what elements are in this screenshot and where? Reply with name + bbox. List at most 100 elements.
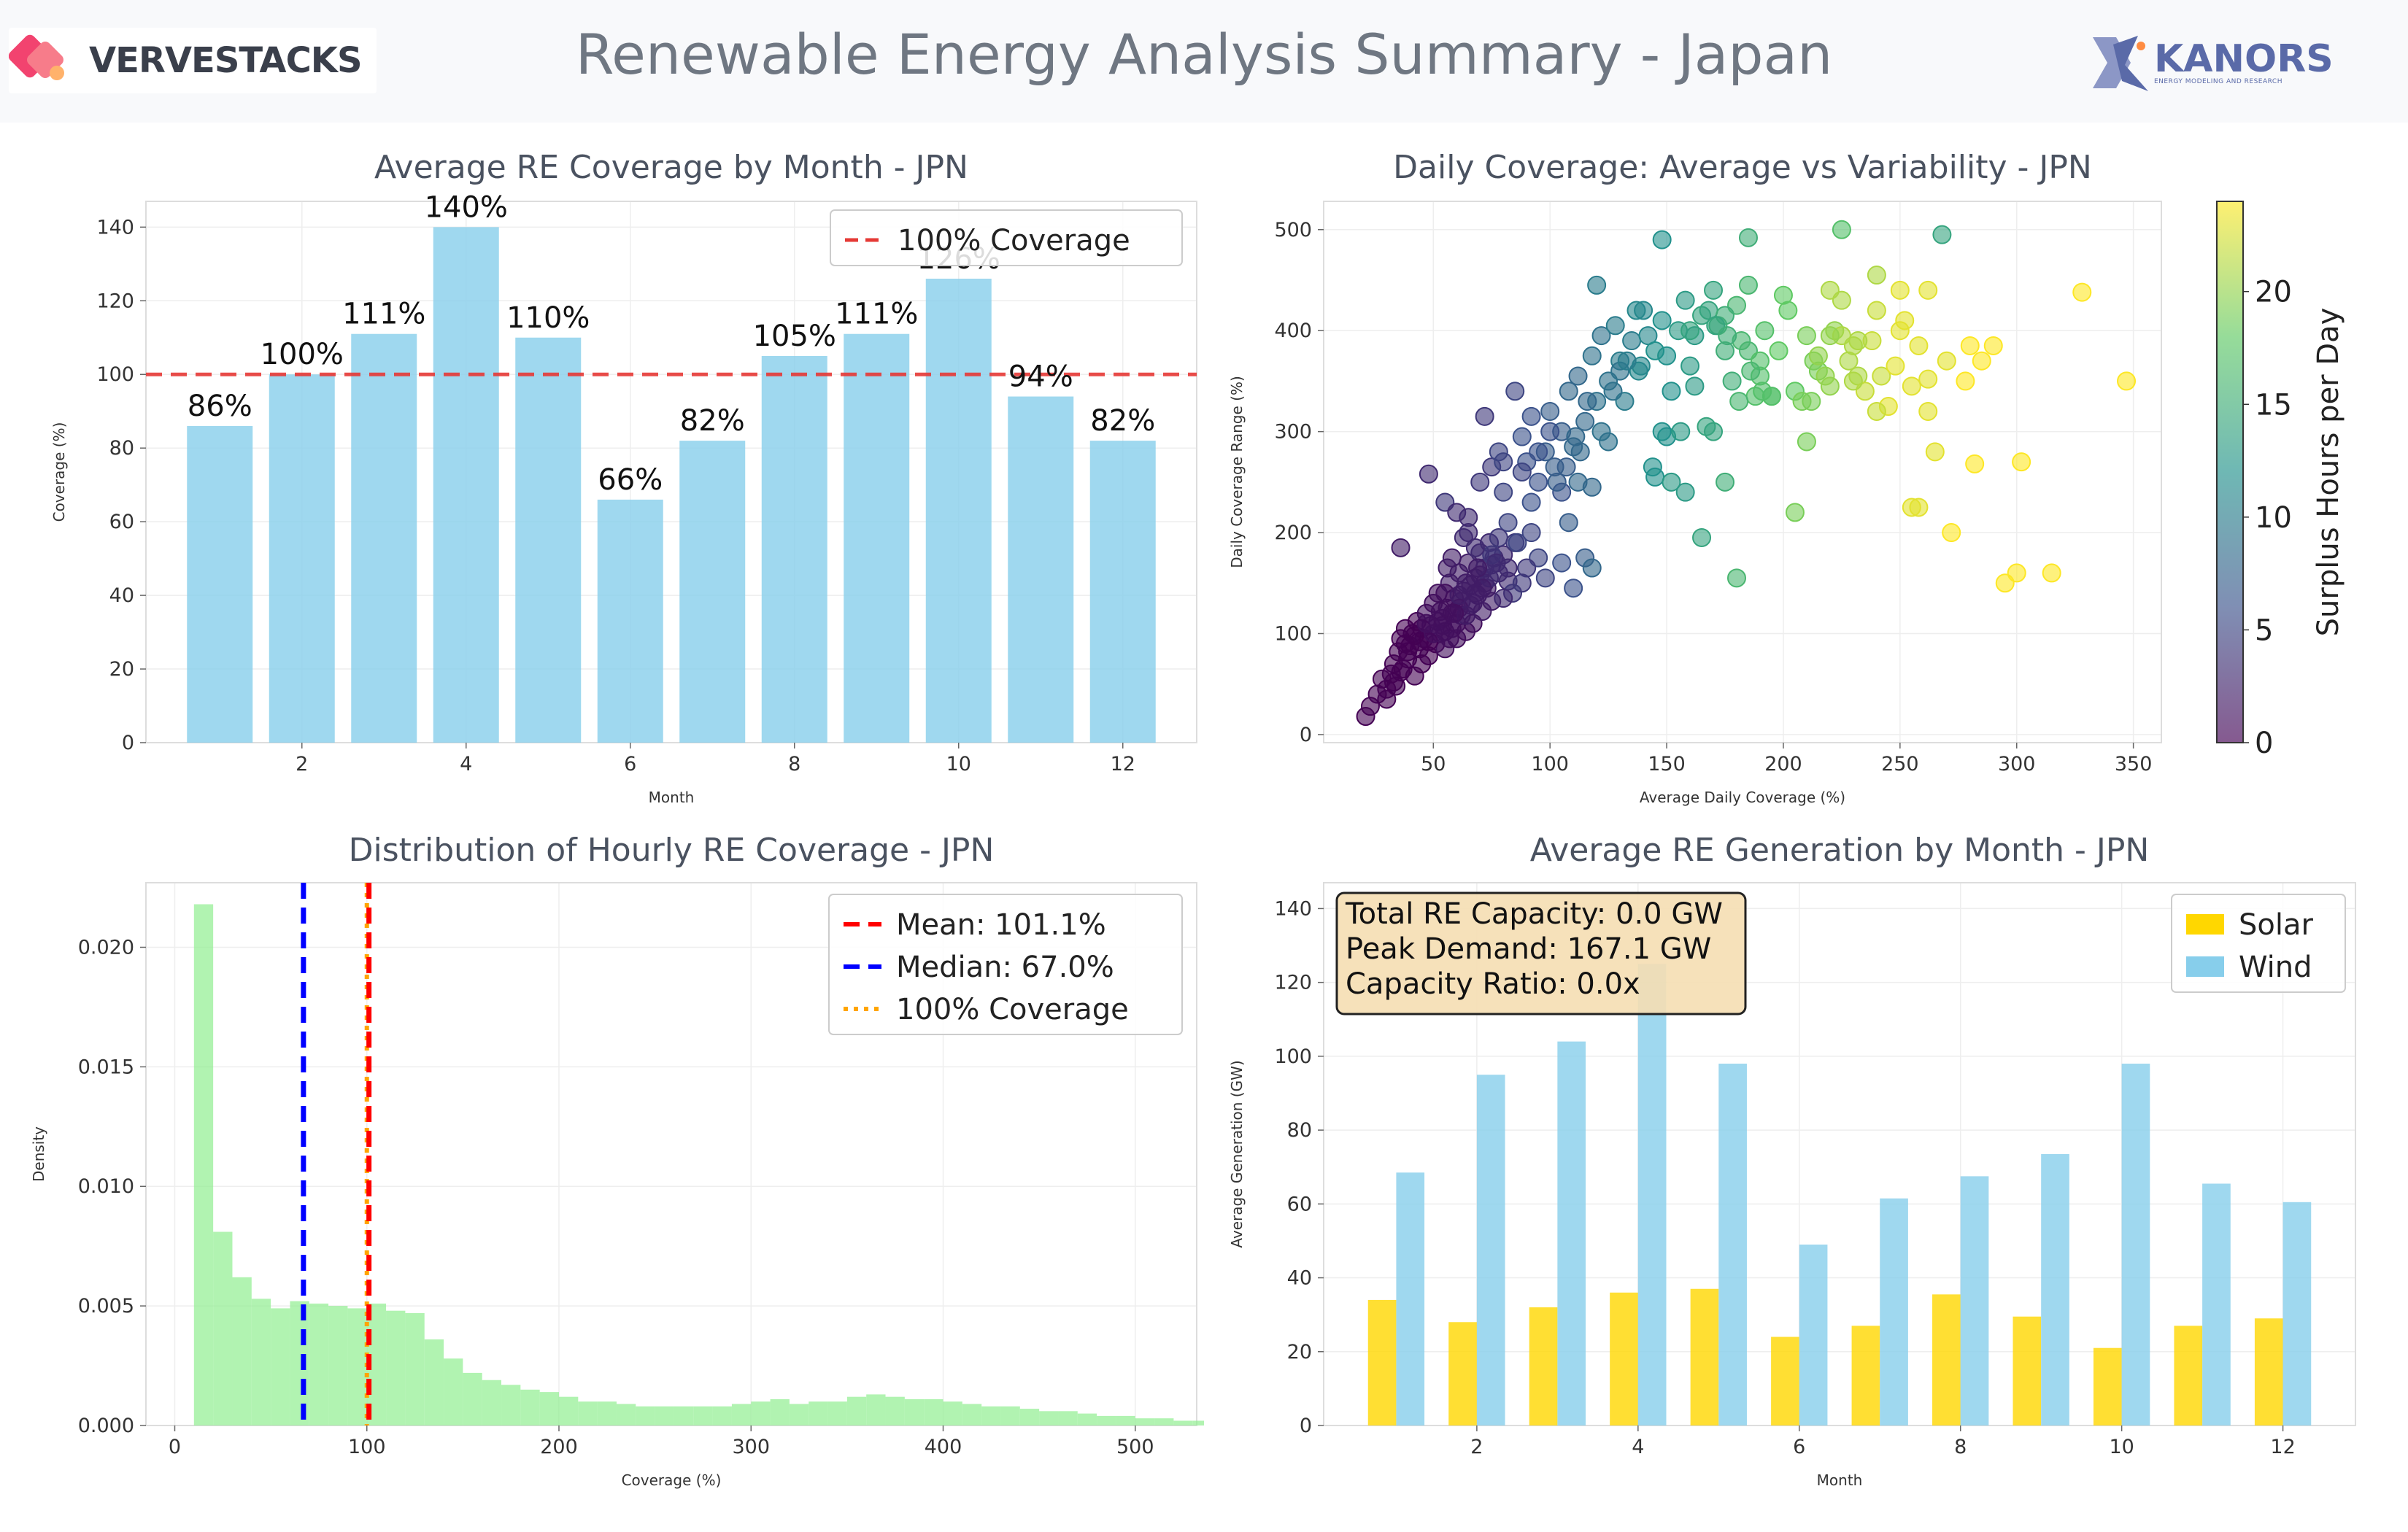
- scatter-point: [1718, 326, 1737, 346]
- scatter-point: [1843, 371, 1863, 391]
- x-tick-label: 300: [732, 1436, 770, 1458]
- x-tick-label: 8: [1954, 1436, 1967, 1458]
- scatter-point: [1494, 589, 1513, 608]
- scatter-point: [1643, 457, 1662, 477]
- histogram-bin: [501, 1385, 521, 1425]
- scatter-point: [1568, 366, 1588, 386]
- wind-bar: [1476, 1075, 1505, 1425]
- scatter-point: [1680, 321, 1700, 341]
- y-axis-label: Average Generation (GW): [1228, 1060, 1246, 1247]
- solar-bar: [1932, 1294, 1961, 1425]
- legend-label: Median: 67.0%: [896, 951, 1114, 984]
- scatter-point: [1680, 356, 1700, 376]
- histogram-bin: [539, 1392, 559, 1425]
- kanors-tagline: ENERGY MODELING AND RESEARCH: [2154, 78, 2282, 85]
- scatter-point: [1391, 662, 1411, 682]
- histogram-bin: [1039, 1411, 1059, 1425]
- x-tick-label: 0: [169, 1436, 181, 1458]
- y-tick-label: 0.010: [78, 1175, 134, 1198]
- y-tick-label: 20: [1287, 1341, 1312, 1363]
- scatter-point: [2117, 371, 2137, 391]
- scatter-point: [1685, 376, 1705, 396]
- scatter-point: [1925, 442, 1945, 462]
- colorbar-tick-label: 5: [2255, 614, 2273, 647]
- y-tick-label: 100: [1274, 622, 1312, 645]
- scatter-point: [1755, 321, 1775, 341]
- scatter-point: [1566, 427, 1586, 446]
- histogram-bin: [809, 1401, 828, 1425]
- x-axis-label: Month: [1817, 1471, 1863, 1489]
- solar-bar: [1851, 1326, 1880, 1425]
- kanors-logo: KANORS ENERGY MODELING AND RESEARCH: [2087, 26, 2379, 99]
- scatter-point: [1508, 533, 1527, 552]
- colorbar-tick-label: 20: [2255, 276, 2292, 309]
- solar-bar: [2013, 1316, 2042, 1425]
- x-tick-label: 50: [1421, 753, 1446, 775]
- daily-coverage-scatter-chart: 50 100 150 200 250 300 3500100200300400500Dail…: [1228, 149, 2345, 806]
- scatter-point: [1445, 603, 1465, 623]
- solar-bar: [2093, 1347, 2122, 1425]
- scatter-point: [1494, 452, 1513, 472]
- x-tick-label: 150: [1648, 753, 1686, 775]
- histogram-bin: [347, 1308, 367, 1425]
- y-tick-label: 200: [1274, 522, 1312, 544]
- scatter-point: [1489, 527, 1508, 547]
- scatter-point: [1741, 361, 1761, 381]
- y-axis-label: Coverage (%): [50, 422, 68, 522]
- scatter-point: [1867, 266, 1886, 285]
- y-tick-label: 120: [96, 290, 134, 312]
- scatter-point: [1753, 382, 1772, 401]
- coverage-bar: [433, 227, 499, 743]
- legend-label: Solar: [2239, 908, 2313, 942]
- scatter-point: [1582, 346, 1602, 365]
- histogram-bin: [616, 1404, 636, 1425]
- x-tick-label: 2: [296, 753, 308, 775]
- info-box-line: Peak Demand: 167.1 GW: [1346, 932, 1711, 966]
- solar-bar: [1771, 1336, 1799, 1425]
- scatter-point: [1564, 579, 1583, 598]
- info-box-line: Total RE Capacity: 0.0 GW: [1345, 897, 1723, 931]
- scatter-point: [1802, 392, 1821, 411]
- scatter-point: [1498, 513, 1518, 533]
- coverage-bar: [679, 441, 746, 743]
- x-tick-label: 250: [1881, 753, 1919, 775]
- histogram-bin: [193, 904, 214, 1425]
- solar-bar: [1610, 1292, 1638, 1425]
- histogram-bin: [1192, 1420, 1204, 1425]
- histogram-bin: [770, 1398, 790, 1425]
- solar-bar: [1529, 1307, 1558, 1425]
- scatter-point: [1675, 290, 1695, 310]
- scatter-point: [2012, 452, 2031, 472]
- x-tick-label: 12: [1111, 753, 1135, 775]
- scatter-point: [1832, 290, 1851, 310]
- y-tick-label: 0.000: [78, 1415, 134, 1437]
- coverage-bar: [515, 337, 582, 743]
- wind-bar: [1637, 964, 1667, 1425]
- scatter-point: [1671, 422, 1691, 441]
- info-box-line: Capacity Ratio: 0.0x: [1346, 967, 1640, 1001]
- histogram-bin: [674, 1406, 694, 1425]
- legend-label: 100% Coverage: [896, 993, 1129, 1026]
- x-tick-label: 6: [1793, 1436, 1805, 1458]
- histogram-bin: [482, 1380, 502, 1425]
- scatter-point: [1797, 432, 1816, 452]
- colorbar-tick-label: 0: [2255, 727, 2273, 760]
- scatter-point: [1521, 492, 1541, 512]
- scatter-point: [1540, 422, 1560, 441]
- coverage-bar: [187, 425, 253, 743]
- legend-label: Mean: 101.1%: [896, 908, 1106, 942]
- y-axis-label: Daily Coverage Range (%): [1228, 376, 1246, 568]
- y-tick-label: 0: [1300, 724, 1312, 746]
- chart-title: Average RE Generation by Month - JPN: [1530, 832, 2150, 869]
- chart-title: Distribution of Hourly RE Coverage - JPN: [349, 832, 995, 869]
- x-tick-label: 8: [788, 753, 800, 775]
- histogram-bin: [712, 1406, 732, 1425]
- histogram-bin: [693, 1406, 713, 1425]
- bar-value-label: 111%: [835, 298, 918, 331]
- scatter-point: [1932, 225, 1952, 244]
- histogram-bin: [981, 1406, 1001, 1425]
- histogram-bin: [578, 1401, 598, 1425]
- x-tick-label: 100: [1531, 753, 1569, 775]
- plot-frame: [1323, 882, 2356, 1426]
